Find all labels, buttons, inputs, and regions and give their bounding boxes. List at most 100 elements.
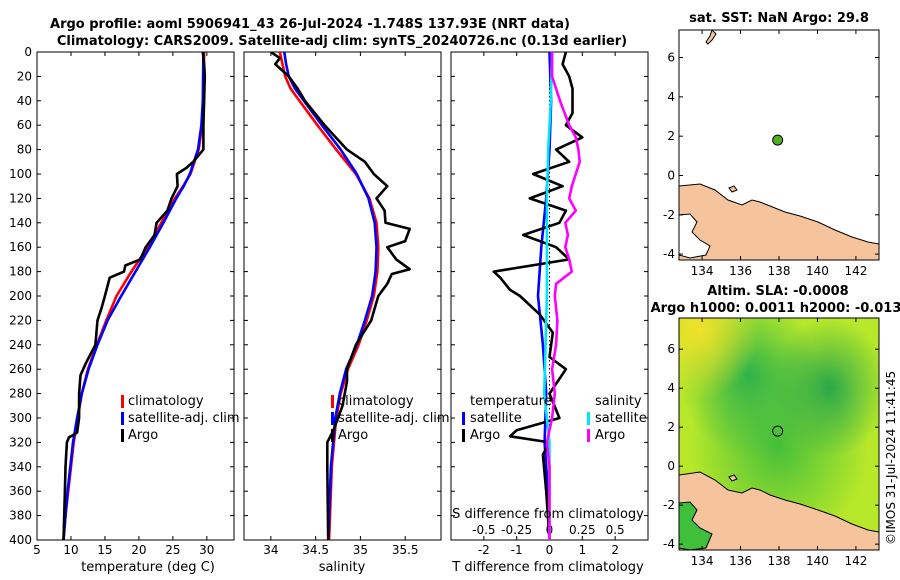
x-tick-label: 35 xyxy=(353,543,368,557)
temperature-panel: 0 20 40 60 80 100 120 140 160 180 200 220 240 260 280 3… xyxy=(9,45,240,575)
lat-tick-label: 2 xyxy=(667,420,675,434)
y-tick-label: 260 xyxy=(9,362,32,376)
x-tick-label: 30 xyxy=(199,543,214,557)
s-difference-label: S difference from climatology xyxy=(452,507,644,522)
lat-tick-label: -2 xyxy=(663,498,675,512)
legend-marker-climatology xyxy=(331,395,334,408)
y-tick-label: 160 xyxy=(9,240,32,254)
legend-label-s-argo: Argo xyxy=(595,428,625,443)
figure-title-line1: Argo profile: aoml 5906941_43 26-Jul-202… xyxy=(50,17,570,32)
legend-label-satellite: satellite-adj. clim xyxy=(128,411,240,426)
lat-tick-label: 0 xyxy=(667,459,675,473)
x-tick-label: 35.5 xyxy=(392,543,419,557)
temperature-legend: climatology satellite-adj. clim Argo xyxy=(121,394,240,443)
sla-map-field xyxy=(679,318,879,550)
series-line-climatology xyxy=(278,52,380,540)
lon-tick-label: 142 xyxy=(844,264,867,278)
x-tick-label: 15 xyxy=(97,543,112,557)
lon-tick-label: 134 xyxy=(691,264,714,278)
sst-map-land xyxy=(679,30,879,260)
lon-tick-label: 138 xyxy=(768,264,791,278)
y-tick-label: 60 xyxy=(17,118,32,132)
x-tick-label: 5 xyxy=(33,543,41,557)
y-tick-label: 240 xyxy=(9,338,32,352)
x-tick-label: -2 xyxy=(478,543,490,557)
sst-map-lon-ticks: 134 136 138 140 142 xyxy=(691,30,867,278)
x2-tick-label: 0.5 xyxy=(606,523,625,537)
legend-marker-argo xyxy=(331,429,334,442)
x-tick-label: 0 xyxy=(546,543,554,557)
difference-panel: -2 -1 0 1 2 -0.5 -0.25 0 0.25 0.5 S difference f… xyxy=(450,51,649,575)
bay-water xyxy=(679,501,713,550)
y-tick-label: 300 xyxy=(9,411,32,425)
lon-tick-label: 136 xyxy=(729,264,752,278)
temperature-xlabel: temperature (deg C) xyxy=(81,560,215,575)
x-tick-label: 34.5 xyxy=(302,543,329,557)
y-tick-label: 120 xyxy=(9,191,32,205)
figure-title-line2: Climatology: CARS2009. Satellite-adj cli… xyxy=(57,34,627,49)
difference-legend: temperature satellite Argo salinity sate… xyxy=(462,394,647,443)
new-guinea-land xyxy=(679,183,879,260)
salinity-axes xyxy=(243,51,442,541)
salinity-legend: climatology satellite-adj. clim Argo xyxy=(331,394,450,443)
legend-label-argo: Argo xyxy=(338,428,368,443)
legend-label-s-satellite: satellite xyxy=(595,411,647,426)
island xyxy=(728,185,738,193)
series-line-argo xyxy=(270,52,412,540)
legend-title-salinity: salinity xyxy=(595,394,642,409)
lat-tick-label: 6 xyxy=(667,342,675,356)
lat-tick-label: 4 xyxy=(667,381,675,395)
legend-label-t-satellite: satellite xyxy=(470,411,522,426)
x-tick-label: 1 xyxy=(579,543,587,557)
sst-map: sat. SST: NaN Argo: 29.8 -4 -2 0 2 4 6 134 136… xyxy=(663,11,880,278)
legend-marker-s-satellite xyxy=(587,412,590,425)
y-tick-label: 100 xyxy=(9,167,32,181)
legend-label-climatology: climatology xyxy=(338,394,414,409)
salinity-xlabel: salinity xyxy=(319,560,366,575)
salinity-depth-ticks xyxy=(244,51,441,541)
bay-water xyxy=(679,213,711,259)
sst-map-title: sat. SST: NaN Argo: 29.8 xyxy=(689,11,869,26)
new-guinea-land xyxy=(679,471,879,550)
x-tick-label: 20 xyxy=(131,543,146,557)
y-tick-label: 140 xyxy=(9,216,32,230)
salinity-panel: 34 34.5 35 35.5 salinity climatology satell… xyxy=(243,51,450,575)
difference-depth-ticks xyxy=(451,51,648,541)
lat-tick-label: -4 xyxy=(663,247,675,261)
legend-label-argo: Argo xyxy=(128,428,158,443)
sla-map-title: Altim. SLA: -0.0008 xyxy=(707,284,848,299)
x-tick-label: 2 xyxy=(611,543,619,557)
legend-title-temperature: temperature xyxy=(470,394,552,409)
x-tick-label: 34 xyxy=(263,543,278,557)
legend-marker-climatology xyxy=(121,395,124,408)
sla-map-lat-ticks: -4 -2 0 2 4 6 xyxy=(663,342,879,551)
legend-marker-s-argo xyxy=(587,429,590,442)
x2-tick-label: 0.25 xyxy=(569,523,596,537)
y-tick-label: 220 xyxy=(9,313,32,327)
legend-marker-argo xyxy=(121,429,124,442)
salinity-axis-ticks: 34 34.5 35 35.5 xyxy=(263,52,419,557)
lat-tick-label: 4 xyxy=(667,90,675,104)
lon-tick-label: 136 xyxy=(729,554,752,568)
y-tick-label: 340 xyxy=(9,460,32,474)
y-tick-label: 320 xyxy=(9,435,32,449)
lon-tick-label: 140 xyxy=(806,264,829,278)
series-line-climatology xyxy=(62,52,206,540)
x-tick-label: 10 xyxy=(63,543,78,557)
y-tick-label: 360 xyxy=(9,484,32,498)
sla-map-lon-ticks: 134 136 138 140 142 xyxy=(691,318,867,568)
x-tick-label: 25 xyxy=(165,543,180,557)
y-tick-label: 400 xyxy=(9,533,32,547)
lon-tick-label: 138 xyxy=(768,554,791,568)
series-line-satellite-adj-clim xyxy=(62,52,205,540)
island xyxy=(728,474,738,482)
lat-tick-label: -4 xyxy=(663,537,675,551)
series-line-satellite-adj-clim xyxy=(283,52,378,540)
y-tick-label: 380 xyxy=(9,509,32,523)
lat-tick-label: 0 xyxy=(667,168,675,182)
x2-tick-label: -0.5 xyxy=(472,523,495,537)
sla-map: Altim. SLA: -0.0008 Argo h1000: 0.0011 h… xyxy=(651,284,900,568)
series-line-s-argo xyxy=(545,52,582,540)
y-tick-label: 80 xyxy=(17,143,32,157)
